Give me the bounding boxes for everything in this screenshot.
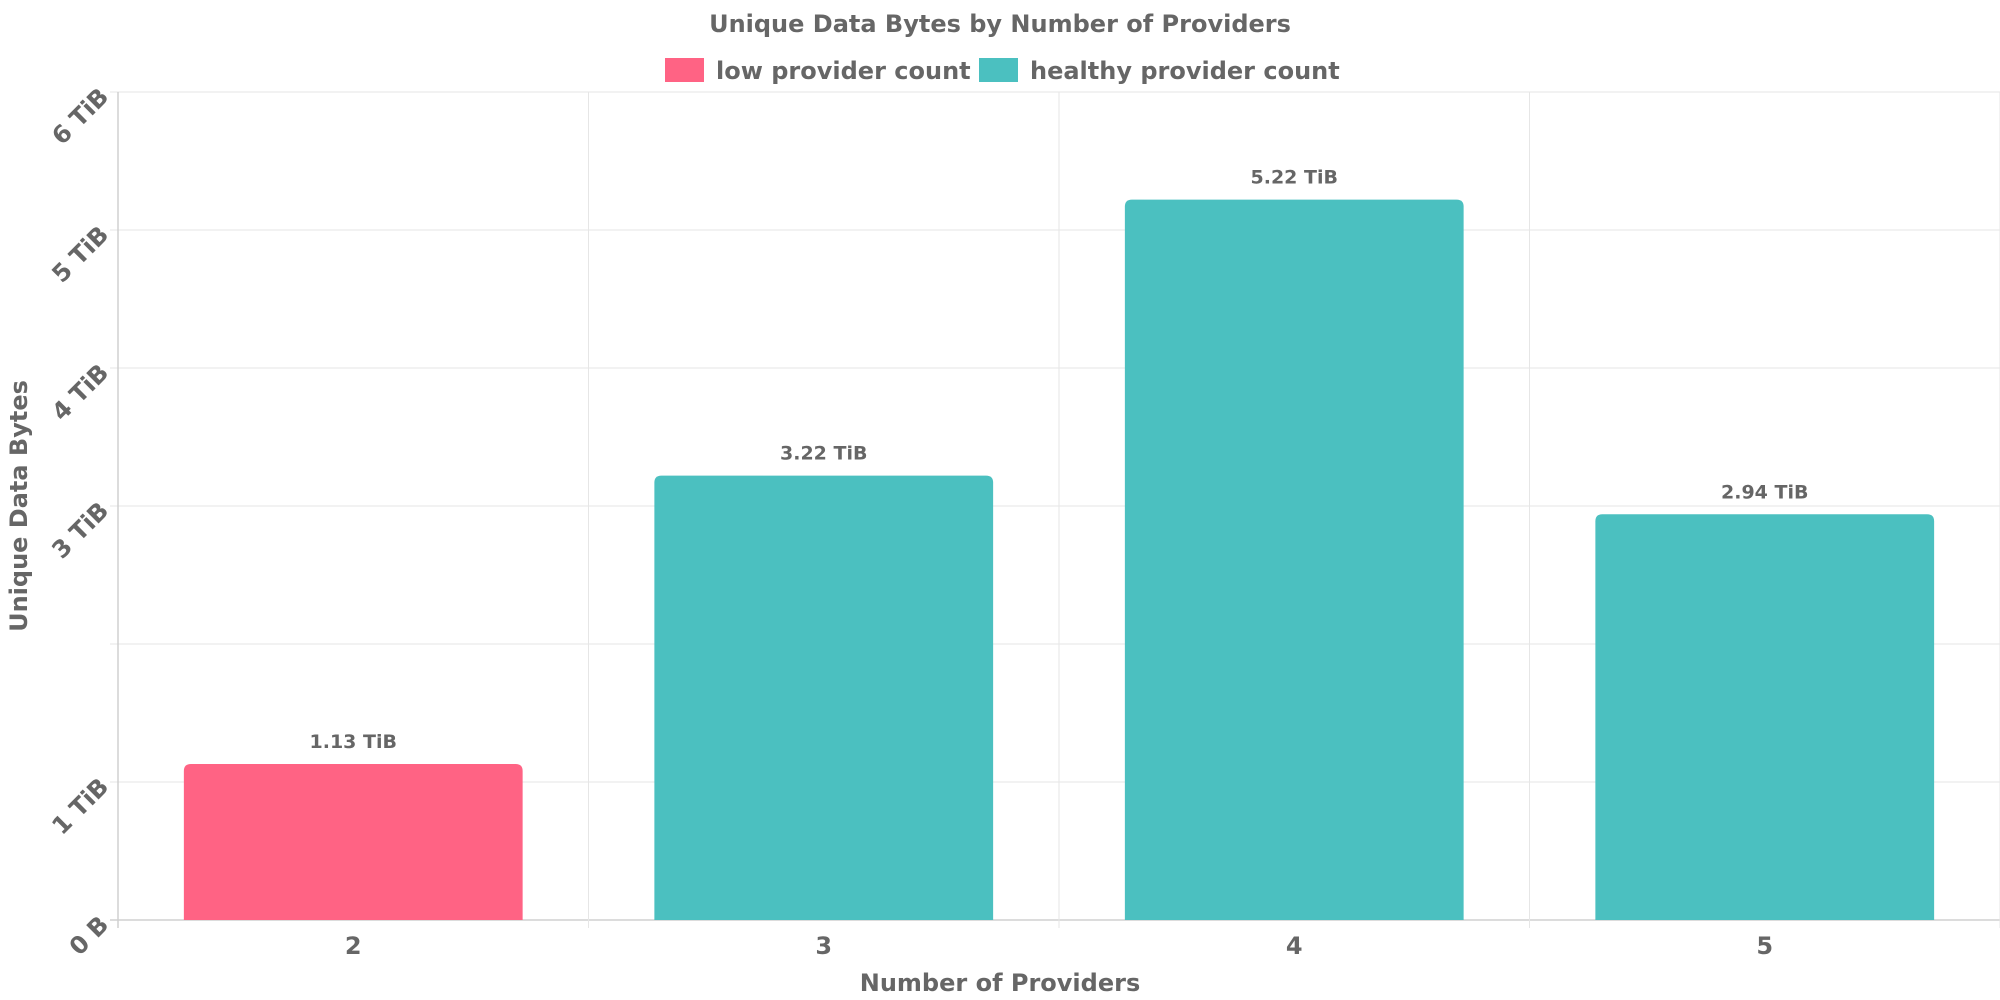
bar-4 [1124,199,1464,920]
x-axis-title: Number of Providers [860,969,1140,997]
y-axis-ticks: 0 B 1 TiB 3 TiB 4 TiB 5 TiB 6 TiB [46,82,114,960]
chart-title: Unique Data Bytes by Number of Providers [709,10,1291,38]
legend: low provider count healthy provider coun… [665,57,1340,85]
y-tick-label: 5 TiB [46,220,114,288]
y-tick-label: 6 TiB [46,82,114,150]
y-tick-label: 4 TiB [46,358,114,426]
y-tick-label: 0 B [64,910,114,960]
legend-label-healthy: healthy provider count [1030,57,1340,85]
x-tick-label-5: 5 [1756,932,1773,960]
bar-3 [654,475,994,920]
x-tick-label-4: 4 [1286,932,1303,960]
legend-swatch-low [665,58,704,82]
data-label-5: 2.94 TiB [1721,481,1808,503]
y-axis-title: Unique Data Bytes [5,380,33,632]
bar-2 [183,764,523,920]
data-label-2: 1.13 TiB [310,731,397,753]
x-tick-label-3: 3 [815,932,832,960]
x-tick-label-2: 2 [345,932,362,960]
x-axis-ticks: 2 3 4 5 [345,932,1773,960]
legend-label-low: low provider count [716,57,971,85]
data-label-3: 3.22 TiB [780,443,867,465]
data-labels: 1.13 TiB 3.22 TiB 5.22 TiB 2.94 TiB [310,167,1809,753]
y-tick-label: 1 TiB [46,772,114,840]
data-label-4: 5.22 TiB [1251,167,1338,189]
bar-5 [1595,514,1935,920]
bars [183,199,1935,920]
legend-swatch-healthy [979,58,1018,82]
y-tick-label: 3 TiB [46,496,114,564]
